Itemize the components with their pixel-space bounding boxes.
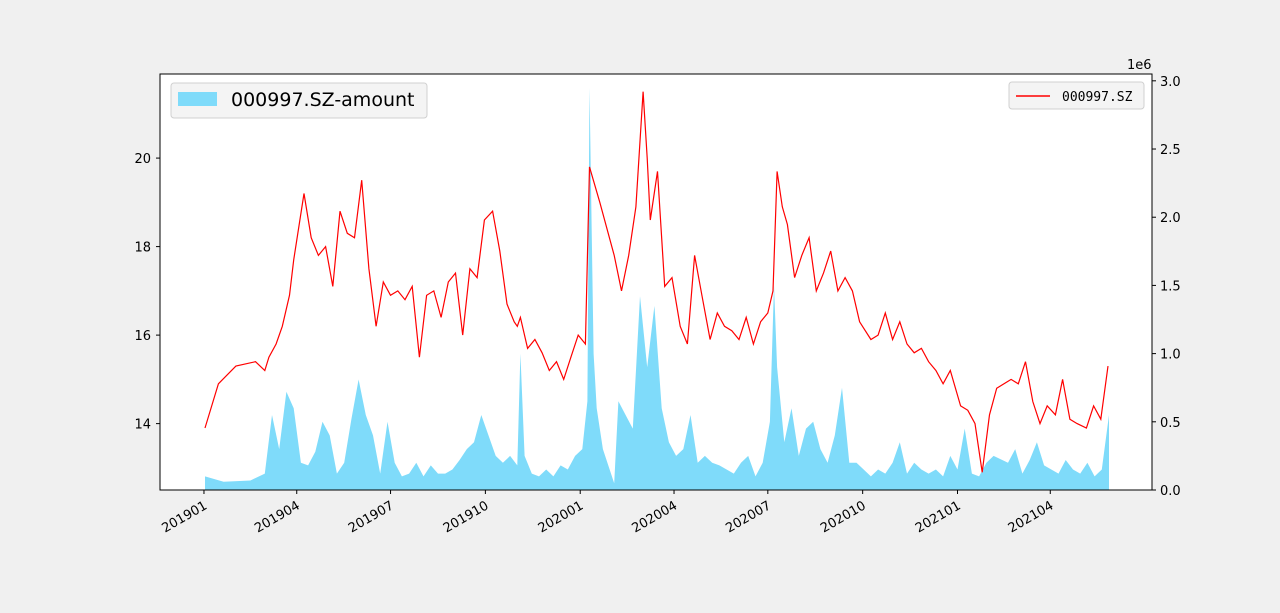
right-axis-multiplier: 1e6: [1127, 58, 1152, 73]
x-tick-label: 201907: [346, 498, 396, 536]
x-tick-label: 202104: [1006, 498, 1056, 536]
legend-price-frame: [1008, 81, 1145, 110]
left-y-tick-label: 20: [134, 152, 151, 167]
amount-area: [205, 87, 1109, 490]
legend-amount: 000997.SZ-amount: [170, 82, 428, 119]
x-tick-label: 202004: [630, 498, 680, 536]
x-axis: 201901 201904 201907 201910 202001 202004 2020…: [159, 490, 1056, 536]
x-tick-label: 201910: [441, 498, 491, 536]
right-y-tick-label: 0.5: [1160, 416, 1181, 431]
right-y-axis: 0.0 0.5 1.0 1.5 2.0 2.5 3.0: [1152, 75, 1181, 499]
legend-amount-frame: [170, 82, 428, 119]
right-y-tick-label: 2.5: [1160, 143, 1181, 158]
price-line: [204, 91, 1109, 473]
legend-price-label: 000997.SZ: [1062, 90, 1133, 105]
left-y-tick-label: 16: [134, 329, 151, 344]
right-y-tick-label: 3.0: [1160, 75, 1181, 90]
left-y-axis: 14 16 18 20: [134, 152, 160, 433]
x-tick-label: 202007: [723, 498, 773, 536]
right-y-tick-label: 2.0: [1160, 211, 1181, 226]
price-line-layer: [204, 91, 1109, 473]
plot-frame: [159, 73, 1153, 491]
amount-area-layer: [205, 87, 1109, 490]
left-y-tick-label: 18: [134, 241, 151, 256]
x-tick-label: 202010: [818, 498, 868, 536]
legend-price: 000997.SZ: [1008, 81, 1145, 110]
right-y-tick-label: 0.0: [1160, 484, 1181, 499]
legend-amount-swatch: [178, 92, 217, 106]
right-y-tick-label: 1.5: [1160, 279, 1181, 294]
x-tick-label: 201901: [159, 498, 209, 536]
x-tick-label: 202001: [536, 498, 586, 536]
right-y-tick-label: 1.0: [1160, 348, 1181, 363]
legend-amount-label: 000997.SZ-amount: [231, 89, 414, 111]
x-tick-label: 201904: [252, 498, 302, 536]
left-y-tick-label: 14: [134, 418, 151, 433]
x-tick-label: 202101: [913, 498, 963, 536]
